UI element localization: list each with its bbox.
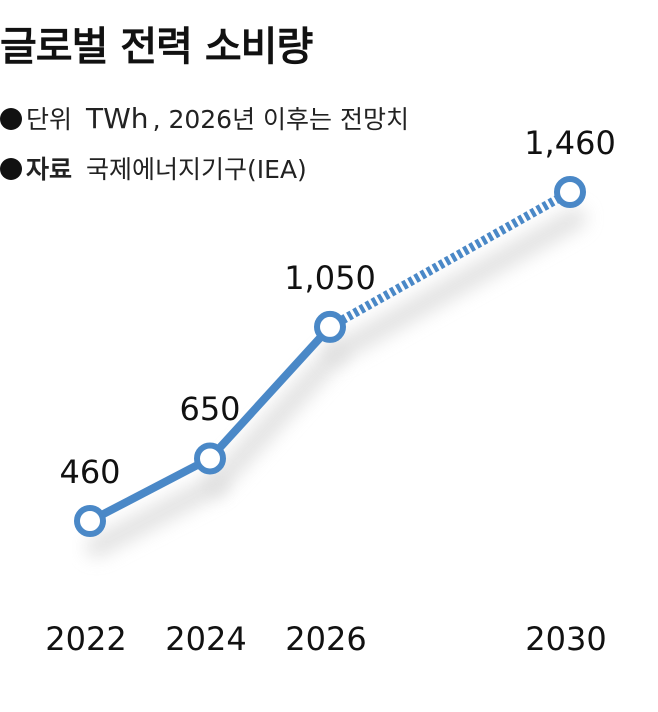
actual-line-segment <box>207 324 333 462</box>
source-value: 국제에너지기구(IEA) <box>86 155 307 184</box>
value-label-2024: 650 <box>179 390 241 429</box>
data-point-2022 <box>74 505 106 537</box>
data-point-2026 <box>314 310 346 343</box>
value-label-2030: 1,460 <box>524 124 616 162</box>
chart-title: 글로벌 전력 소비량 <box>0 24 313 70</box>
value-label-2026: 1,050 <box>284 258 376 297</box>
source-key: 자료 <box>26 155 73 184</box>
x-tick-label-2022: 2022 <box>45 620 127 658</box>
bullet-icon <box>0 108 22 130</box>
bullet-icon <box>0 158 22 180</box>
unit-note: 단위 TWh , 2026년 이후는 전망치 <box>0 100 409 136</box>
actual-line-segment <box>88 454 212 525</box>
x-tick-label-2026: 2026 <box>285 620 367 658</box>
source-note: 자료 국제에너지기구(IEA) <box>0 150 307 186</box>
projected-line-segment <box>327 188 573 331</box>
x-tick-label-2024: 2024 <box>165 620 247 658</box>
value-label-2022: 460 <box>59 453 121 491</box>
unit-note-text: , 2026년 이후는 전망치 <box>152 105 409 134</box>
line-shadow <box>326 208 586 363</box>
line-shadow <box>86 474 226 557</box>
unit-key: 단위 <box>26 105 73 134</box>
data-point-2024 <box>194 442 226 475</box>
line-shadow <box>206 342 346 495</box>
data-point-2030 <box>554 176 586 208</box>
unit-value: TWh <box>86 102 149 135</box>
x-tick-label-2030: 2030 <box>525 620 607 658</box>
